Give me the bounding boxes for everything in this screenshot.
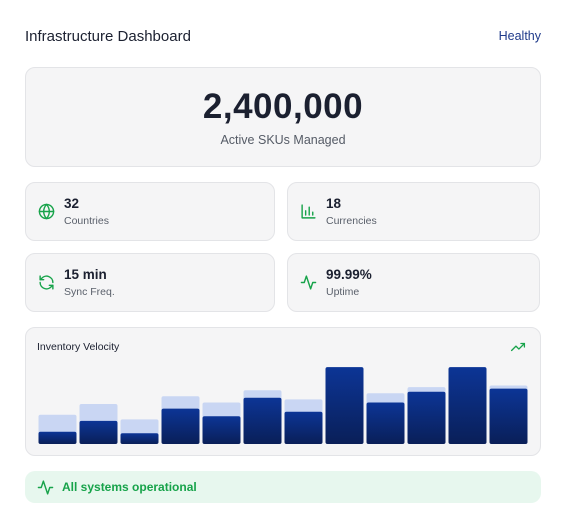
- stat-text: 18 Currencies: [326, 196, 377, 227]
- bar-actual-6: [243, 397, 282, 444]
- trending-up-icon[interactable]: [510, 340, 526, 354]
- bar-actual-1: [38, 431, 77, 444]
- page-title: Infrastructure Dashboard: [25, 27, 191, 45]
- refresh-icon: [37, 274, 55, 292]
- globe-icon: [37, 203, 55, 221]
- stat-label: Uptime: [326, 286, 360, 298]
- bar-chart: [38, 367, 528, 444]
- stat-text: 99.99% Uptime: [326, 267, 372, 298]
- stat-card-countries: 32 Countries: [25, 182, 275, 241]
- stat-value: 18: [326, 196, 342, 211]
- stat-card-currencies: 18 Currencies: [287, 182, 540, 241]
- bar-actual-10: [407, 391, 446, 444]
- stat-value: 99.99%: [326, 267, 372, 282]
- bar-actual-5: [202, 416, 241, 444]
- stat-card-uptime: 99.99% Uptime: [287, 253, 540, 312]
- bar-actual-8: [325, 367, 364, 444]
- chart-title: Inventory Velocity: [37, 341, 120, 353]
- header: Infrastructure Dashboard Healthy: [25, 26, 541, 46]
- bar-actual-12: [489, 388, 528, 444]
- status-banner: All systems operational: [25, 471, 541, 503]
- stat-value: 15 min: [64, 267, 107, 282]
- bar-actual-7: [284, 411, 323, 444]
- banner-text: All systems operational: [62, 480, 197, 494]
- inventory-velocity-chart: Inventory Velocity: [25, 327, 541, 456]
- stat-text: 32 Countries: [64, 196, 109, 227]
- bar-actual-3: [120, 433, 159, 444]
- health-status-link[interactable]: Healthy: [498, 29, 541, 43]
- stat-label: Sync Freq.: [64, 286, 115, 298]
- hero-value: 2,400,000: [202, 87, 364, 126]
- bar-actual-11: [448, 367, 487, 444]
- bar-chart-icon: [299, 203, 317, 221]
- hero-label: Active SKUs Managed: [220, 133, 346, 147]
- activity-icon: [37, 479, 54, 496]
- hero-card: 2,400,000 Active SKUs Managed: [25, 67, 541, 167]
- stat-label: Currencies: [326, 215, 377, 227]
- activity-icon: [299, 274, 317, 292]
- bar-actual-4: [161, 408, 200, 444]
- bar-actual-9: [366, 402, 405, 444]
- stat-value: 32: [64, 196, 80, 211]
- stat-card-sync: 15 min Sync Freq.: [25, 253, 275, 312]
- bar-actual-2: [79, 420, 118, 444]
- stat-label: Countries: [64, 215, 109, 227]
- stat-text: 15 min Sync Freq.: [64, 267, 115, 298]
